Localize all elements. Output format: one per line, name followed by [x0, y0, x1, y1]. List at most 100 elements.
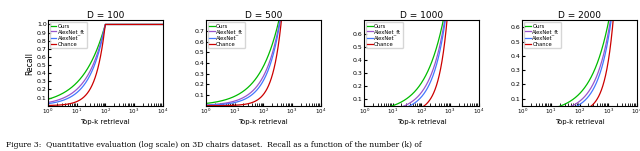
- Ours: [156, 24, 164, 25]
- Line: Chance: Chance: [522, 0, 637, 113]
- AlexNet_ft: [99, 36, 106, 37]
- Chance: [422, 103, 430, 105]
- Chance: [159, 24, 166, 25]
- Ours: [138, 24, 146, 25]
- AlexNet_ft: [44, 102, 52, 103]
- Line: Chance: Chance: [206, 0, 321, 106]
- AlexNet: [138, 24, 146, 25]
- Line: AlexNet: AlexNet: [522, 0, 637, 113]
- Chance: [113, 24, 120, 25]
- AlexNet: [102, 24, 109, 25]
- AlexNet_ft: [159, 24, 166, 25]
- Legend: Ours, AlexNet_ft, AlexNet, Chance: Ours, AlexNet_ft, AlexNet, Chance: [207, 22, 245, 48]
- AlexNet: [257, 84, 264, 86]
- Chance: [99, 40, 107, 42]
- Ours: [587, 77, 595, 79]
- AlexNet_ft: [102, 24, 109, 25]
- AlexNet: [415, 98, 423, 100]
- Ours: [99, 33, 106, 35]
- AlexNet_ft: [573, 102, 581, 104]
- Line: Chance: Chance: [364, 0, 479, 112]
- AlexNet: [156, 24, 164, 25]
- Line: AlexNet_ft: AlexNet_ft: [48, 24, 163, 103]
- Line: AlexNet_ft: AlexNet_ft: [364, 0, 479, 112]
- Legend: Ours, AlexNet_ft, AlexNet, Chance: Ours, AlexNet_ft, AlexNet, Chance: [49, 22, 87, 48]
- Text: Figure 3:  Quantitative evaluation (log scale) on 3D chairs dataset.  Recall as : Figure 3: Quantitative evaluation (log s…: [6, 141, 422, 149]
- Chance: [587, 106, 595, 108]
- Line: AlexNet: AlexNet: [206, 0, 321, 105]
- Chance: [138, 24, 146, 25]
- Chance: [99, 45, 106, 46]
- AlexNet_ft: [257, 79, 265, 81]
- AlexNet_ft: [202, 104, 210, 106]
- AlexNet: [573, 105, 581, 107]
- AlexNet: [264, 70, 272, 71]
- Legend: Ours, AlexNet_ft, AlexNet, Chance: Ours, AlexNet_ft, AlexNet, Chance: [365, 22, 403, 48]
- Line: AlexNet: AlexNet: [48, 24, 163, 104]
- Line: Ours: Ours: [48, 24, 163, 99]
- AlexNet_ft: [573, 102, 580, 104]
- Line: Ours: Ours: [522, 0, 637, 112]
- AlexNet: [580, 100, 588, 102]
- Chance: [257, 96, 265, 98]
- AlexNet_ft: [518, 112, 526, 113]
- AlexNet: [429, 77, 436, 78]
- X-axis label: Top-k retrieval: Top-k retrieval: [239, 119, 288, 125]
- Line: AlexNet: AlexNet: [364, 0, 479, 112]
- Chance: [415, 108, 422, 110]
- X-axis label: Top-k retrieval: Top-k retrieval: [555, 119, 604, 125]
- Chance: [102, 24, 109, 25]
- AlexNet_ft: [580, 96, 588, 98]
- AlexNet: [573, 105, 580, 107]
- Chance: [271, 67, 278, 68]
- AlexNet: [422, 89, 430, 91]
- AlexNet_ft: [113, 24, 120, 25]
- Chance: [264, 86, 272, 88]
- Line: AlexNet_ft: AlexNet_ft: [206, 0, 321, 105]
- Ours: [429, 59, 436, 61]
- AlexNet: [44, 103, 52, 104]
- AlexNet_ft: [106, 24, 114, 25]
- Ours: [159, 24, 166, 25]
- Chance: [580, 109, 588, 111]
- Ours: [113, 24, 120, 25]
- Legend: Ours, AlexNet_ft, AlexNet, Chance: Ours, AlexNet_ft, AlexNet, Chance: [524, 22, 561, 48]
- Chance: [573, 111, 580, 112]
- AlexNet: [106, 24, 114, 25]
- Title: D = 1000: D = 1000: [400, 11, 443, 20]
- AlexNet_ft: [156, 24, 164, 25]
- AlexNet: [257, 83, 265, 85]
- Chance: [44, 105, 52, 106]
- Ours: [415, 86, 422, 88]
- AlexNet: [360, 111, 368, 113]
- Title: D = 2000: D = 2000: [558, 11, 601, 20]
- Line: AlexNet_ft: AlexNet_ft: [522, 0, 637, 112]
- AlexNet_ft: [257, 80, 264, 82]
- AlexNet_ft: [138, 24, 146, 25]
- Chance: [202, 105, 210, 107]
- Chance: [106, 24, 114, 25]
- Line: Ours: Ours: [364, 0, 479, 111]
- AlexNet_ft: [429, 71, 436, 72]
- Ours: [102, 24, 109, 25]
- Ours: [518, 111, 526, 113]
- AlexNet_ft: [415, 95, 422, 97]
- AlexNet: [415, 99, 422, 101]
- Ours: [257, 71, 264, 72]
- Ours: [44, 98, 52, 100]
- AlexNet_ft: [422, 84, 430, 86]
- Chance: [360, 111, 368, 113]
- Ours: [99, 31, 107, 33]
- Ours: [202, 103, 210, 104]
- Ours: [422, 74, 430, 76]
- Ours: [106, 24, 114, 25]
- X-axis label: Top-k retrieval: Top-k retrieval: [81, 119, 130, 125]
- Title: D = 500: D = 500: [244, 11, 282, 20]
- AlexNet_ft: [264, 65, 272, 67]
- Ours: [415, 85, 423, 87]
- Chance: [156, 24, 164, 25]
- Ours: [264, 55, 272, 57]
- AlexNet: [99, 37, 106, 39]
- AlexNet: [113, 24, 120, 25]
- Line: Chance: Chance: [48, 24, 163, 106]
